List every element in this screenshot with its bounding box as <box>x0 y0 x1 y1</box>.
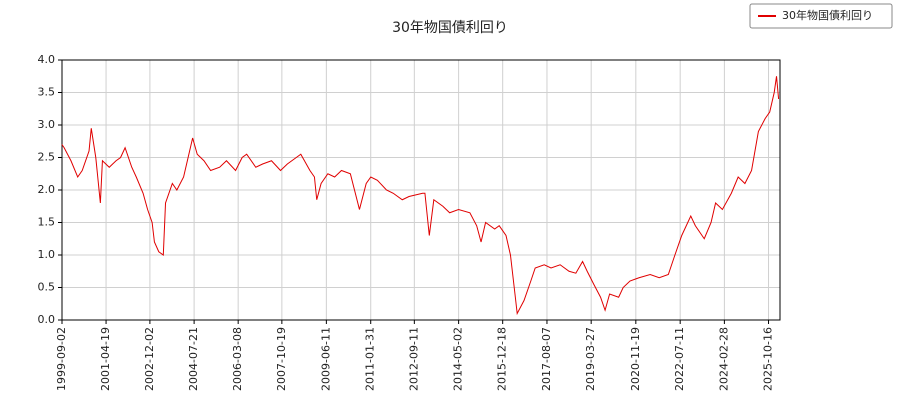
y-tick-label: 2.0 <box>38 183 56 196</box>
legend-label: 30年物国債利回り <box>782 8 873 22</box>
y-tick-label: 0.0 <box>38 313 56 326</box>
x-tick-label: 2025-10-16 <box>762 327 775 391</box>
y-tick-label: 2.5 <box>38 151 56 164</box>
x-tick-label: 2006-03-08 <box>231 327 244 391</box>
y-tick-label: 1.5 <box>38 216 56 229</box>
y-tick-label: 3.5 <box>38 86 56 99</box>
x-tick-label: 2007-10-19 <box>275 327 288 391</box>
x-tick-label: 2024-02-28 <box>717 327 730 391</box>
line-series <box>61 76 780 316</box>
y-tick-label: 3.0 <box>38 118 56 131</box>
x-tick-label: 1999-09-02 <box>55 327 68 391</box>
x-tick-label: 2004-07-21 <box>187 327 200 391</box>
plot-frame <box>61 59 781 321</box>
y-tick-label: 0.5 <box>38 281 56 294</box>
y-tick-label: 4.0 <box>38 53 56 66</box>
x-tick-label: 2020-11-19 <box>629 327 642 391</box>
x-tick-label: 2012-09-11 <box>407 327 420 391</box>
legend: 30年物国債利回り <box>749 3 893 29</box>
x-tick-label: 2001-04-19 <box>99 327 112 391</box>
x-tick-label: 2011-01-31 <box>364 327 377 391</box>
x-tick-label: 2022-07-11 <box>673 327 686 391</box>
x-tick-label: 2002-12-02 <box>143 327 156 391</box>
chart-title: 30年物国債利回り <box>392 20 508 36</box>
x-tick-label: 2017-08-07 <box>540 327 553 391</box>
x-tick-label: 2015-12-18 <box>496 327 509 391</box>
x-tick-label: 2009-06-11 <box>319 327 332 391</box>
x-tick-label: 2019-03-27 <box>584 327 597 391</box>
x-tick-label: 2014-05-02 <box>452 327 465 391</box>
y-tick-label: 1.0 <box>38 248 56 261</box>
legend-box <box>749 3 893 29</box>
